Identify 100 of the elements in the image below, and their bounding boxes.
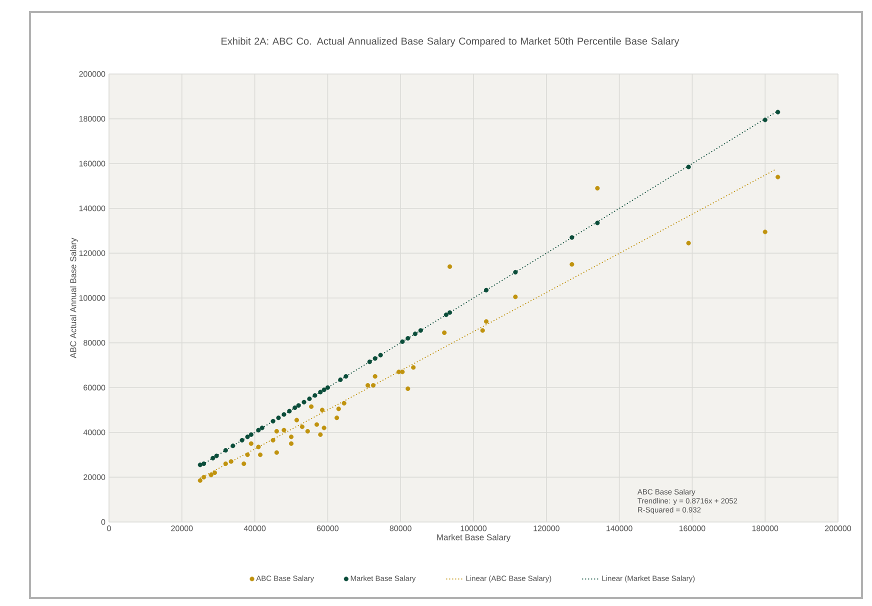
point [294,418,300,422]
x-tick-label: 40000 [244,526,266,532]
point [230,444,236,448]
point [208,472,214,478]
point [282,412,286,417]
point [302,400,306,404]
point [484,319,489,324]
point [240,438,244,443]
point [270,418,276,424]
point [307,396,312,402]
y-tick-label: 60000 [84,384,106,390]
point [342,400,346,406]
point [686,164,691,170]
x-tick-label: 160000 [679,526,706,532]
point [484,288,489,292]
y-tick-label: 80000 [84,340,106,346]
point [300,424,304,430]
x-axis-title: Market Base Salary [437,534,511,542]
point [198,478,202,483]
point [776,110,780,114]
point [412,332,418,336]
point [513,270,518,275]
x-tick-label: 100000 [460,526,487,532]
y-axis-title: ABC Actual Annual Base Salary [70,238,78,358]
point [214,454,219,458]
point [570,262,574,267]
point [245,452,250,458]
x-tick-label: 200000 [825,526,852,532]
y-tick-label: 180000 [79,116,106,122]
point [212,470,218,476]
point [198,462,202,468]
point [322,388,326,392]
point [406,336,410,341]
point [338,377,343,382]
point [274,450,279,455]
point [270,438,276,443]
point [314,422,320,427]
point [318,432,323,437]
point [406,386,410,392]
point [245,434,250,440]
point [570,235,574,240]
point [210,456,216,460]
point [442,330,447,336]
y-tick-label: 0 [101,519,106,525]
point [400,370,405,374]
y-tick-label: 200000 [79,71,106,77]
y-tick-label: 140000 [79,206,106,212]
point [396,370,402,374]
chart-title: Exhibit 2A: ABC Co. Actual Annualized Base Salary Compared to Market 50th Percentile Base Salary [222,37,680,47]
point [372,374,378,379]
x-tick-label: 80000 [390,526,412,532]
y-tick-label: 100000 [79,295,106,301]
point [367,360,372,364]
point [336,406,341,412]
y-tick-label: 160000 [79,160,106,166]
point [305,428,310,434]
point [444,312,448,318]
point [287,408,292,414]
point [223,448,228,453]
point [762,118,768,122]
point [762,230,768,234]
point [595,186,600,191]
point [276,416,281,420]
point [223,461,228,466]
point [776,174,780,180]
point [322,426,326,430]
point [480,328,485,333]
point [309,404,314,409]
point [344,374,348,379]
point [258,452,263,458]
point [256,428,261,432]
point [256,444,261,450]
point [366,383,370,388]
point [312,393,318,398]
x-tick-label: 140000 [606,526,632,532]
y-tick-label: 20000 [84,474,106,480]
point [411,365,416,370]
point [513,294,518,300]
x-tick-label: 0 [107,526,111,532]
point [418,328,423,333]
point [260,426,264,430]
point [228,459,234,464]
point [318,390,323,394]
point [274,428,279,434]
point [292,405,298,410]
y-tick-label: 40000 [83,430,106,436]
point [201,474,206,480]
point [242,461,246,466]
point [201,461,206,466]
point [320,408,325,412]
point [334,416,340,420]
point [686,240,691,246]
point [595,220,600,226]
point [248,441,254,446]
point [282,428,286,432]
point [288,434,294,440]
point [296,403,301,408]
x-tick-label: 180000 [752,526,778,532]
point [372,356,378,361]
point [448,264,452,269]
